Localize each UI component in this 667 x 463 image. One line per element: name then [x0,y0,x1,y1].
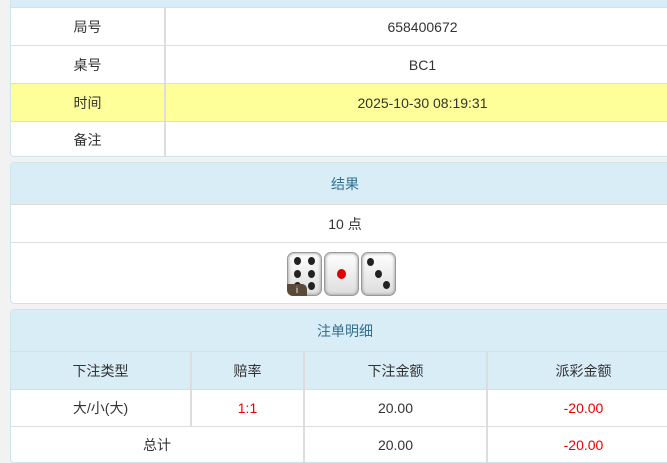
die-pip [307,282,315,291]
die-pip [337,268,346,279]
die-pip [375,269,382,278]
col-type: 下注类型 [11,352,192,389]
die-1 [324,251,359,296]
die-pip [307,269,315,278]
info-panel: 局号 658400672 桌号 BC1 时间 2025-10-30 08:19:31 … [10,0,667,157]
die-3 [361,251,396,296]
bet-payout: -20.00 [563,400,604,416]
row-time: 时间 2025-10-30 08:19:31 [11,83,667,121]
table-number: BC1 [408,56,437,73]
bet-odds: 1:1 [192,390,305,426]
bets-title: 注单明细 [11,310,667,351]
bet-amount: 20.00 [305,390,488,426]
die-pip [383,281,391,290]
row-table: 桌号 BC1 [11,45,667,83]
dice-group: i [11,243,667,303]
die-pip [307,256,315,265]
total-row: 总计 20.00 -20.00 [11,426,667,462]
result-title: 结果 [11,163,667,204]
die-pip [366,257,374,266]
row-note: 备注 [11,121,667,156]
round-number: 658400672 [387,18,458,35]
result-panel: 结果 10 点 i [10,162,667,304]
time-value: 2025-10-30 08:19:31 [357,94,488,111]
total-amount: 20.00 [305,427,488,462]
label: 局号 [11,8,166,45]
total-payout: -20.00 [563,437,604,453]
row-round: 局号 658400672 [11,7,667,45]
die-pip [294,269,302,278]
col-odds: 赔率 [192,352,305,389]
result-points: 10 点 [328,215,362,232]
bet-type: 大/小(大) [11,390,192,426]
total-label: 总计 [11,427,305,462]
bets-header-row: 下注类型 赔率 下注金额 派彩金额 [11,351,667,389]
bets-panel: 注单明细 下注类型 赔率 下注金额 派彩金额 大/小(大) 1:1 20.00 … [10,309,667,463]
table-row: 大/小(大) 1:1 20.00 -20.00 [11,389,667,426]
die-pip [294,256,302,265]
note-value [166,122,667,156]
col-amount: 下注金额 [305,352,488,389]
label: 备注 [11,122,166,156]
info-header [11,0,667,7]
col-payout: 派彩金额 [555,362,612,379]
label: 桌号 [11,46,166,83]
die-6: i [287,251,322,296]
label: 时间 [11,84,166,121]
info-badge-icon[interactable]: i [287,283,307,296]
